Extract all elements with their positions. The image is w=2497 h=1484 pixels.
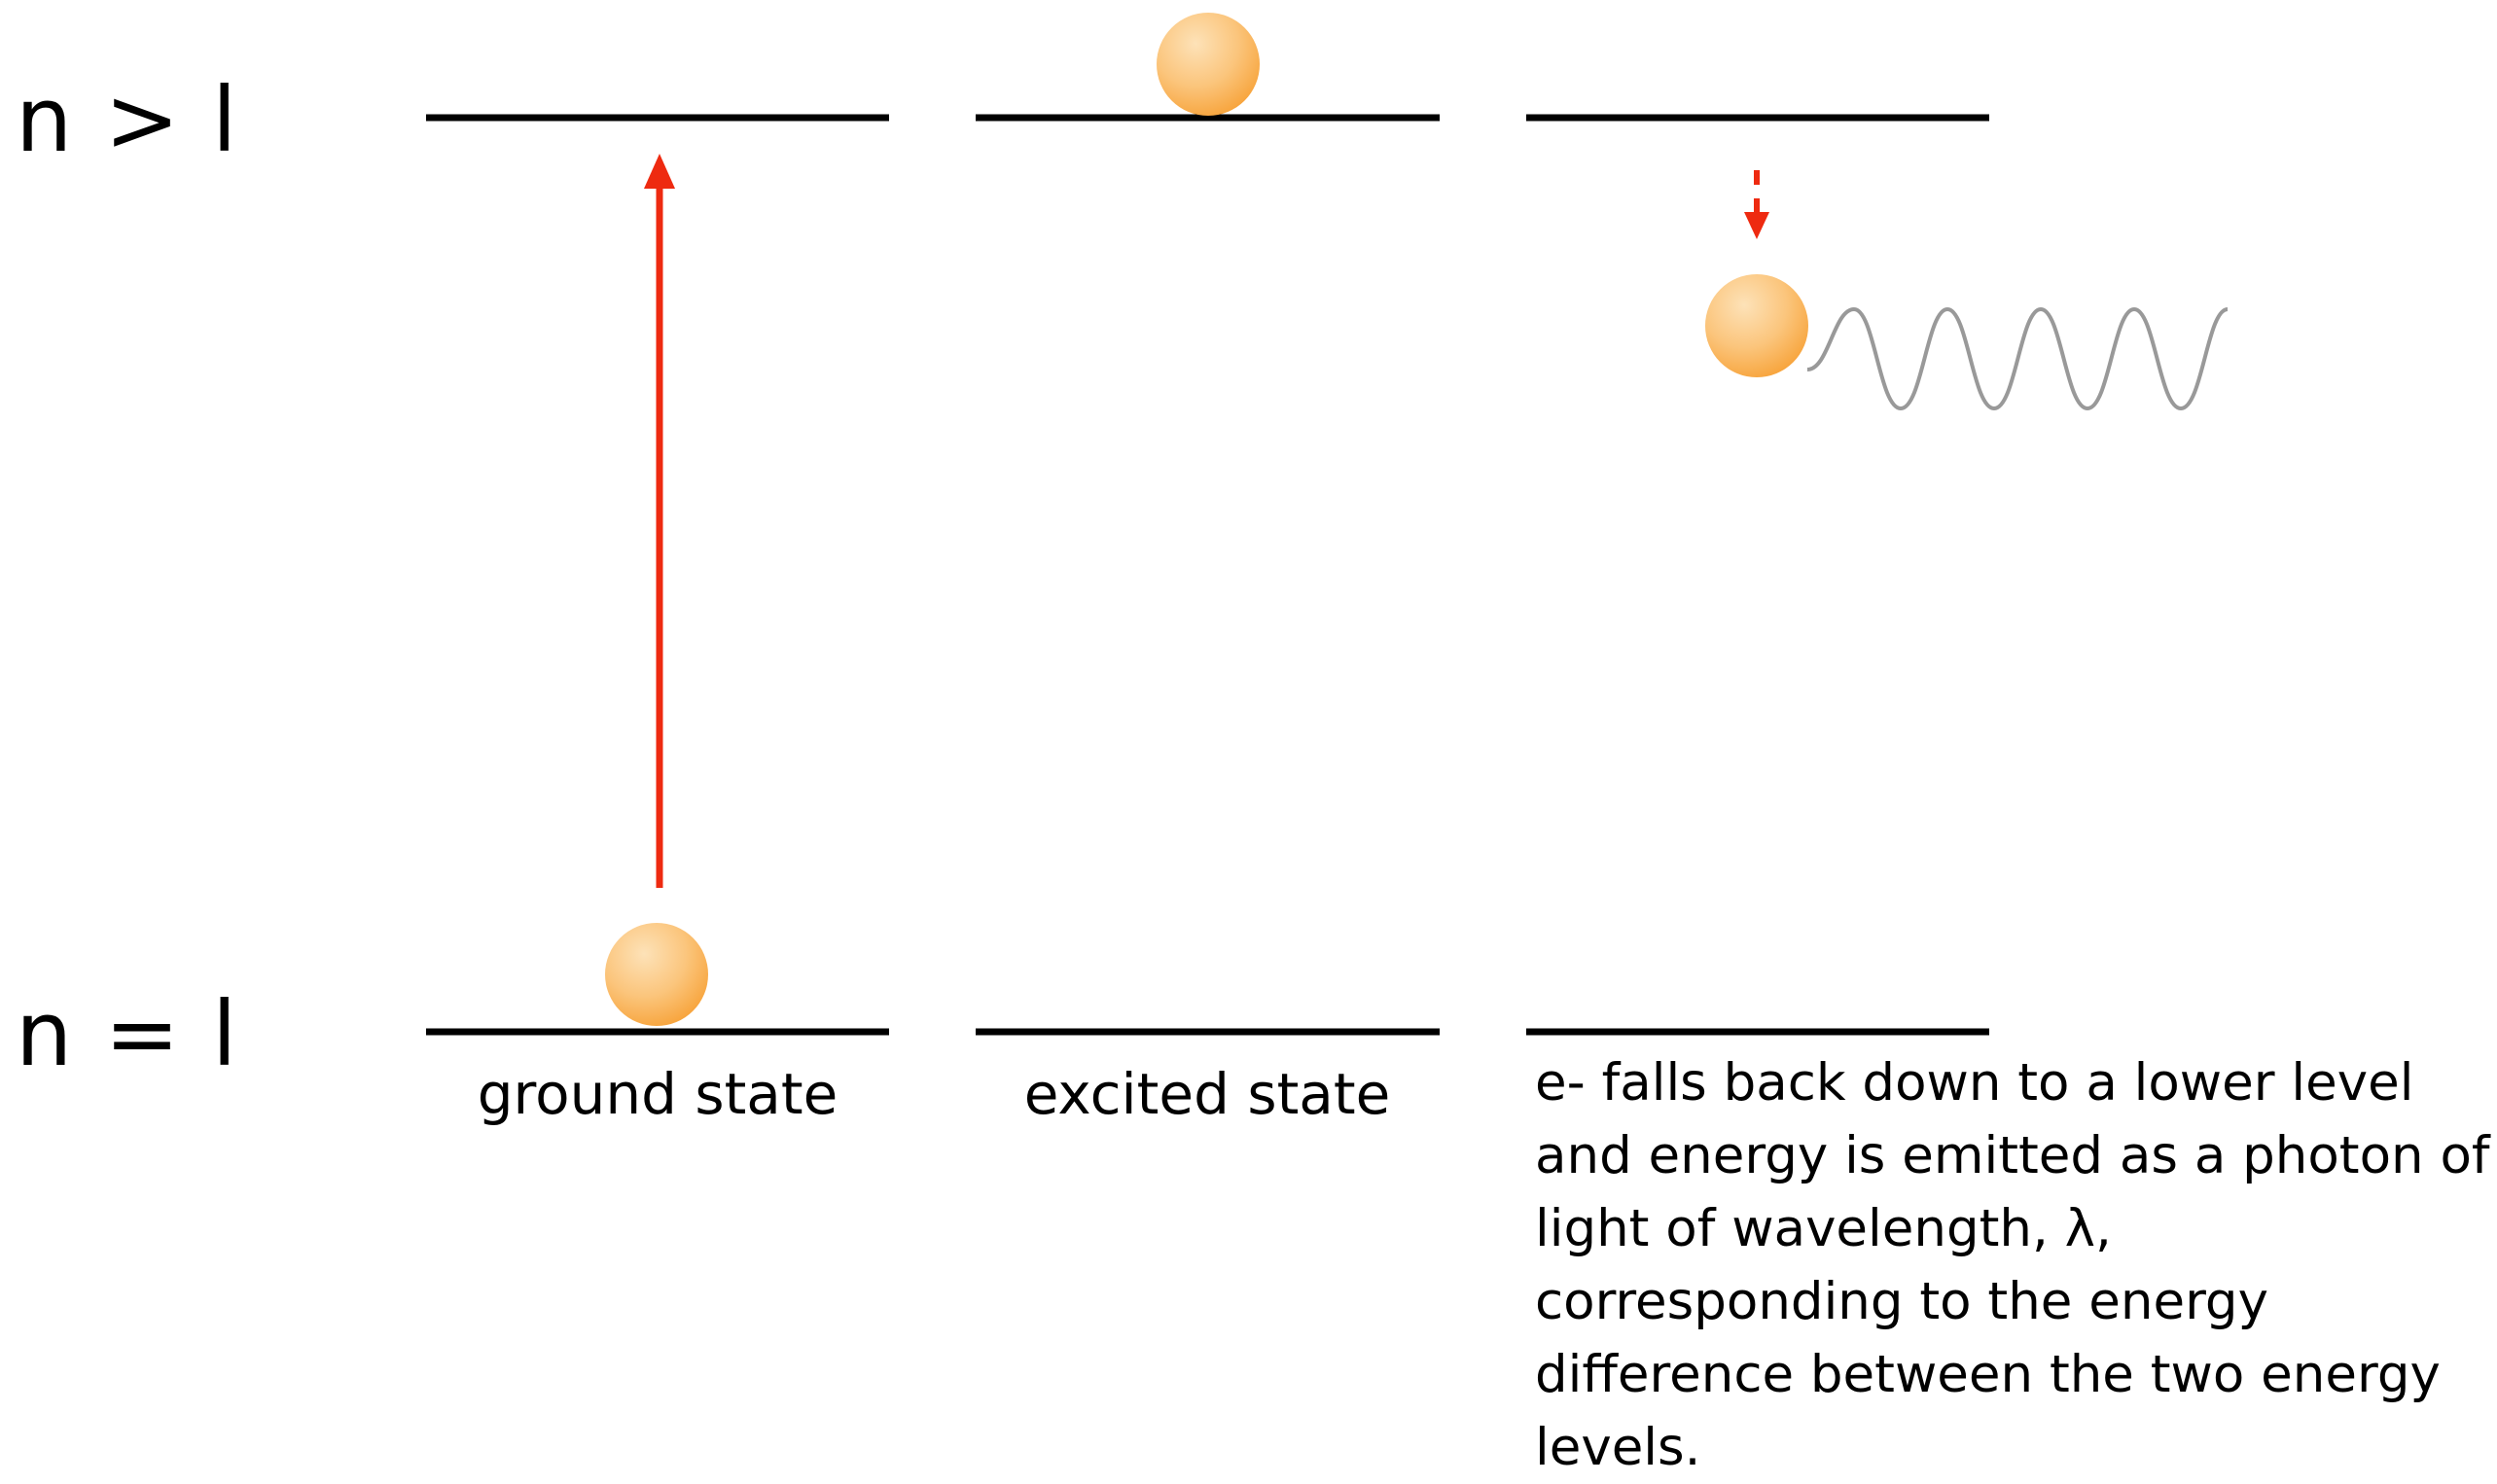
energy-level-diagram <box>426 13 2229 1036</box>
electron-ground-icon <box>605 923 708 1026</box>
emission-description: e- falls back down to a lower level and … <box>1535 1053 2490 1477</box>
electron-emitting-icon <box>1705 274 1808 377</box>
falling-arrow-icon <box>1744 170 1769 239</box>
upper-level-label: n > l <box>16 68 239 172</box>
excited-state-caption: excited state <box>1023 1061 1391 1127</box>
ground-level-label: n = l <box>16 982 239 1086</box>
photon-wave-icon <box>1806 306 2229 411</box>
ground-state-caption: ground state <box>477 1061 838 1127</box>
excitation-arrow-icon <box>644 154 675 888</box>
electron-excited-icon <box>1157 13 1260 116</box>
